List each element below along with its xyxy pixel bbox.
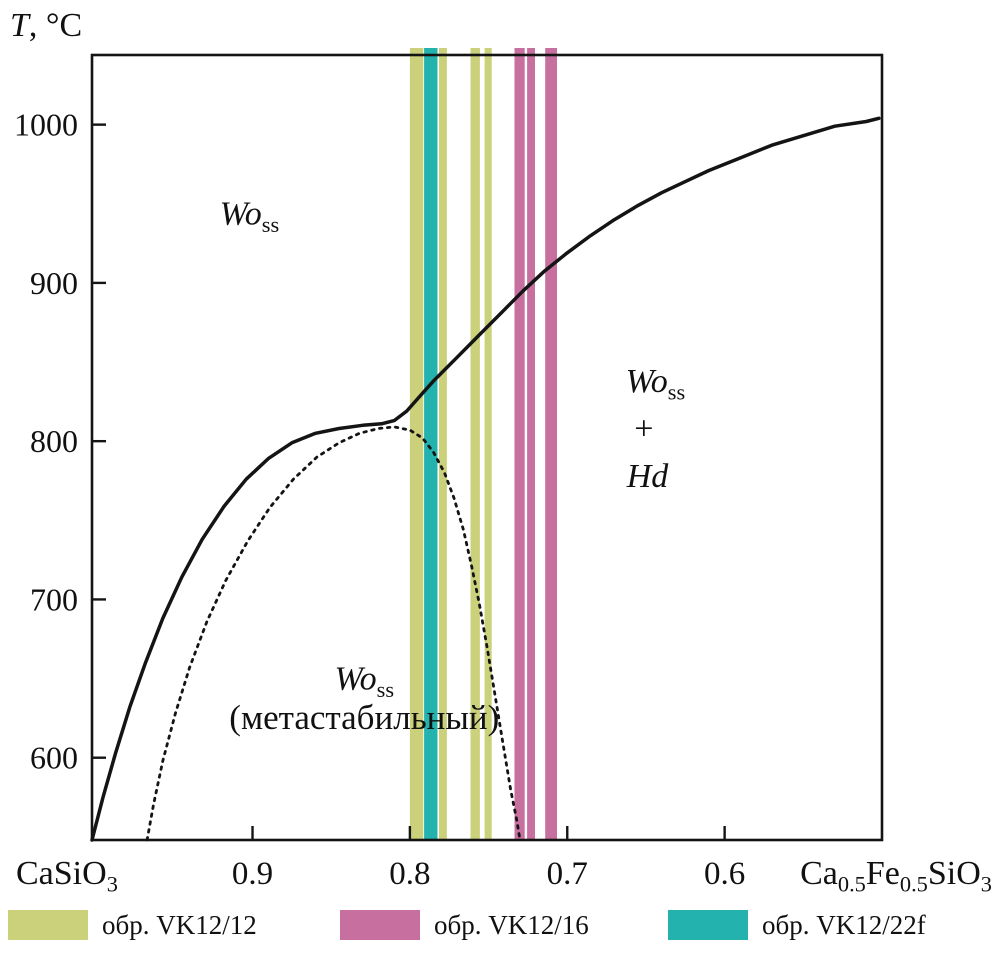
sample-band [424, 48, 438, 840]
metastable-boundary-curve [145, 425, 522, 842]
y-axis-title: T, °C [10, 7, 82, 44]
region-label-wo-hd-line2: + [634, 411, 653, 448]
y-tick-label: 900 [30, 265, 78, 301]
sample-band [409, 48, 424, 840]
x-axis-right-endmember-label: Ca0.5Fe0.5SiO3 [800, 855, 992, 897]
y-tick-label: 1000 [14, 107, 78, 143]
legend-item: обр. VK12/22f [668, 910, 926, 940]
legend-label: обр. VK12/22f [762, 910, 926, 940]
region-label-metastable-line1: Woss [334, 661, 394, 703]
legend-label: обр. VK12/12 [102, 910, 257, 940]
x-tick-label: 0.6 [704, 856, 745, 892]
legend-item: обр. VK12/16 [340, 910, 589, 940]
sample-band [470, 48, 480, 840]
y-tick-label: 800 [30, 423, 78, 459]
sample-band [439, 48, 447, 840]
legend-label: обр. VK12/16 [434, 910, 589, 940]
x-tick-label: 0.7 [547, 856, 588, 892]
x-tick-label: 0.9 [232, 856, 273, 892]
x-axis-left-endmember-label: CaSiO3 [16, 855, 118, 897]
y-tick-label: 700 [30, 581, 78, 617]
sample-band [545, 48, 557, 840]
region-label-wo-ss: Woss [220, 195, 280, 237]
region-label-wo-hd-line1: Woss [626, 363, 686, 405]
legend-item: обр. VK12/12 [8, 910, 257, 940]
legend-swatch [668, 910, 748, 940]
sample-band [484, 48, 492, 840]
plot-frame [90, 53, 884, 842]
region-label-metastable-line2: (метастабильный) [229, 698, 499, 737]
legend-swatch [8, 910, 88, 940]
sample-band [514, 48, 525, 840]
y-tick-label: 600 [30, 740, 78, 776]
x-tick-label: 0.8 [389, 856, 430, 892]
phase-boundary-curve [90, 116, 881, 842]
sample-band [527, 48, 535, 840]
legend-swatch [340, 910, 420, 940]
region-label-wo-hd-line3: Hd [626, 458, 670, 495]
